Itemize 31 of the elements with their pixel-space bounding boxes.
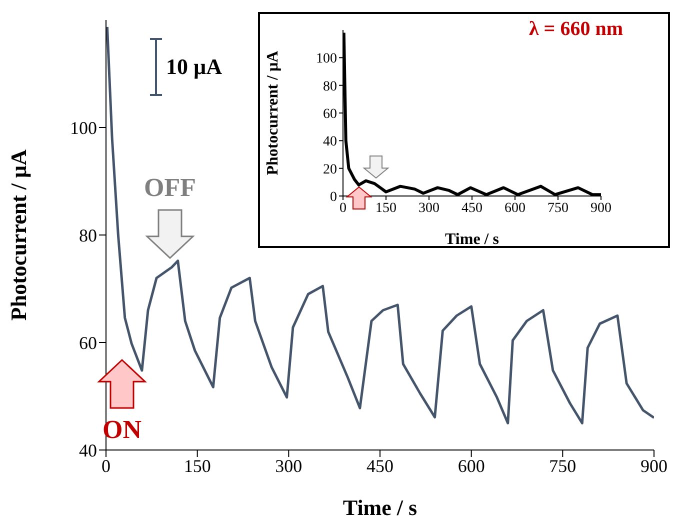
y-tick-label: 100 <box>316 52 337 67</box>
y-tick-label: 80 <box>323 79 337 94</box>
y-axis-title: Photocurrent / µA <box>6 149 31 321</box>
x-axis-title: Time / s <box>342 495 418 520</box>
annotation: 10 µA <box>166 54 222 80</box>
x-tick-label: 300 <box>418 200 440 216</box>
y-tick-label: 80 <box>79 225 97 246</box>
y-tick-label: 60 <box>323 106 337 122</box>
x-tick-label: 0 <box>102 456 110 476</box>
y-tick-label: 40 <box>79 440 97 460</box>
x-tick-label: 150 <box>184 456 211 476</box>
x-tick-label: 150 <box>376 200 396 216</box>
x-tick-label: 0 <box>340 200 346 216</box>
y-tick-label: 40 <box>323 134 337 150</box>
x-tick-label: 900 <box>590 200 612 216</box>
x-tick-label: 600 <box>458 456 485 476</box>
y-axis-title: Photocurrent / µA <box>264 50 282 176</box>
x-tick-label: 300 <box>275 456 302 476</box>
x-tick-label: 600 <box>504 200 526 216</box>
x-tick-label: 450 <box>462 200 482 216</box>
x-tick-label: 750 <box>548 200 568 216</box>
annotation: OFF <box>144 173 196 202</box>
y-tick-label: 100 <box>70 118 97 138</box>
y-tick-label: 60 <box>79 332 97 353</box>
annotation: λ = 660 nm <box>528 18 623 41</box>
x-tick-label: 900 <box>640 456 668 476</box>
y-tick-label: 0 <box>330 190 337 205</box>
y-tick-label: 20 <box>323 162 337 178</box>
x-tick-label: 450 <box>366 456 394 476</box>
x-tick-label: 750 <box>549 456 576 476</box>
x-axis-title: Time / s <box>445 231 499 248</box>
